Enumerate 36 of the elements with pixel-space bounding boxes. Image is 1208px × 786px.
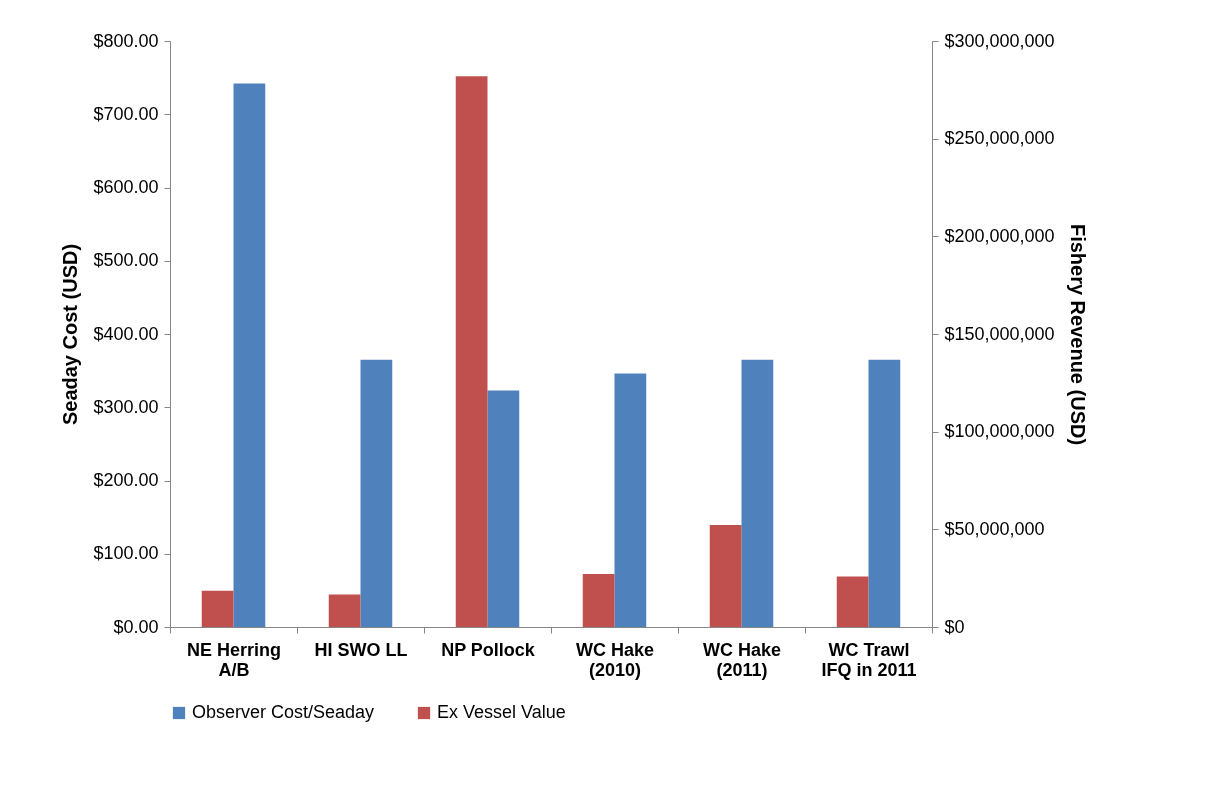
bar — [455, 76, 488, 627]
x-tick-label: HI SWO LL — [314, 639, 408, 660]
bar — [741, 359, 774, 627]
y-tick-label: $200.00 — [93, 470, 159, 490]
y-tick-label: $700.00 — [93, 103, 159, 124]
x-tick-label: NP Pollock — [441, 639, 536, 660]
y-tick-label: $100.00 — [93, 543, 159, 564]
bar — [836, 576, 869, 627]
y2-tick-label: $250,000,000 — [944, 128, 1055, 149]
bar — [328, 594, 361, 627]
y2-tick-label: $100,000,000 — [944, 421, 1055, 442]
y-tick-label: $600.00 — [93, 177, 159, 197]
y-tick-label: $0.00 — [113, 616, 159, 637]
bar — [360, 359, 393, 627]
legend-label: Ex Vessel Value — [437, 702, 566, 722]
bar — [582, 574, 615, 627]
y2-tick-label: $50,000,000 — [944, 518, 1045, 539]
bar — [233, 83, 266, 627]
legend-label: Observer Cost/Seaday — [192, 702, 375, 722]
y-tick-label: $400.00 — [93, 323, 159, 344]
y2-axis-title: Fishery Revenue (USD) — [1066, 223, 1089, 446]
bar — [201, 590, 234, 627]
y-tick-label: $500.00 — [93, 250, 159, 271]
y2-tick-label: $0 — [944, 616, 965, 637]
x-tick-label: WC Hake (2010) — [575, 639, 655, 680]
y-tick-label: $800.00 — [93, 30, 159, 51]
x-tick-label: WC Hake (2011) — [702, 639, 782, 680]
y2-tick-label: $150,000,000 — [944, 323, 1055, 344]
bar — [614, 373, 647, 627]
y2-tick-label: $300,000,000 — [944, 30, 1055, 51]
bar — [868, 359, 901, 627]
x-tick-label: WC Trawl IFQ in 2011 — [821, 639, 917, 680]
y-tick-label: $300.00 — [93, 396, 159, 417]
x-tick-label: NE Herring A/B — [186, 639, 282, 680]
y-axis-title: Seaday Cost (USD) — [59, 243, 82, 426]
y2-tick-label: $200,000,000 — [944, 225, 1055, 246]
